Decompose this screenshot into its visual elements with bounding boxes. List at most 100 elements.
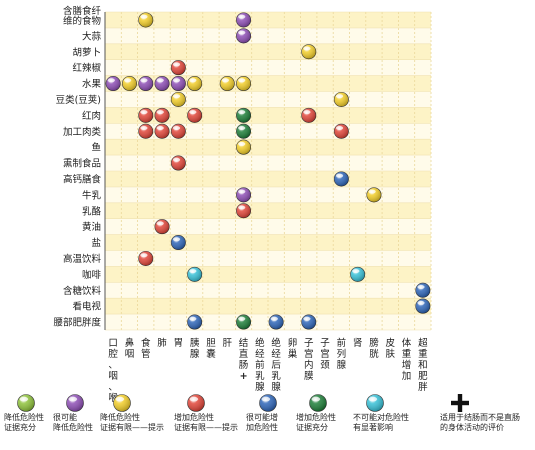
column-label-char: 胆 [206,338,216,349]
grid-row-band [105,91,431,108]
column-label-char: 胖 [418,382,428,393]
grid-row-band [105,75,431,92]
legend-swatch-yellow-gloss [113,394,131,412]
legend-swatch-blue [259,394,277,412]
legend-swatch-cyan-highlight [368,396,378,402]
data-point-red-highlight [140,253,148,258]
column-label-char: 经 [271,348,281,360]
grid-row-band [105,298,431,315]
column-label-char: 子 [320,338,330,349]
column-label-char: 胃 [174,338,184,349]
data-point-darkgreen [236,107,252,123]
grid-row-band [105,139,431,156]
data-point-yellow [236,76,252,92]
column-label-char: 重 [418,348,428,360]
data-point-cyan-highlight [352,269,360,274]
data-point-purple [154,76,170,92]
column-label-char: 体 [402,337,412,349]
grid-row-band [105,107,431,124]
data-point-red-highlight [156,110,164,115]
column-label-char: 后 [271,360,281,371]
grid-row-band [105,12,431,28]
column-label-char: 咽 [108,371,118,382]
legend-label: 不可能对危险性 [353,412,409,422]
grid-row-band [105,266,431,283]
column-label-char: 结 [239,337,249,349]
data-point-red [236,203,252,219]
column-label-char: 子 [304,338,314,349]
data-point-yellow-gloss [236,76,251,91]
column-label-char: 绝 [255,337,265,349]
grid-row-band [105,59,431,76]
row-label: 红辣椒 [72,62,101,74]
data-point-blue-gloss [334,171,349,187]
data-point-red [154,123,170,139]
data-point-red-highlight [172,62,181,67]
data-point-purple-highlight [238,30,246,35]
data-point-yellow-gloss [187,76,202,91]
column-label-char: 胱 [369,349,379,360]
data-point-blue-gloss [301,314,316,330]
data-point-red-highlight [172,125,181,131]
data-point-red [187,107,203,123]
data-point-purple [236,28,252,44]
legend-label: 加危险性 [246,422,278,432]
data-point-red-highlight [172,157,181,162]
column-label-char: 重 [402,348,412,360]
legend-swatch-red [187,394,205,412]
legend-swatch-darkgreen-highlight [311,396,321,402]
data-point-blue [415,298,431,314]
row-label: 含膳食纤 [63,5,102,17]
data-point-purple [236,12,252,28]
legend-label: 有显著影响 [353,422,393,432]
column-label-char: 、 [108,360,118,371]
data-point-red-highlight [335,125,344,131]
data-point-red-highlight [140,125,148,131]
legend-swatch-darkgreen [309,394,327,412]
column-label-char: 、 [108,382,118,393]
data-point-red-gloss [171,60,186,75]
column-label-char: 肠 [239,360,249,371]
data-point-yellow-highlight [221,78,230,83]
column-label-char: 口 [108,338,118,349]
data-point-red-gloss [171,124,186,139]
data-point-purple-highlight [107,78,115,83]
legend-label: 适用于结肠而不是直肠 [440,412,520,422]
data-point-yellow-gloss [138,12,153,28]
data-point-red-gloss [154,219,170,234]
grid-row-band [105,202,431,219]
data-point-red-gloss [334,124,349,139]
data-point-purple-highlight [238,189,246,194]
row-label: 看电视 [72,301,101,313]
legend-swatch-green-gloss [17,394,35,412]
row-label: 红肉 [82,110,101,122]
legend-swatch-darkgreen-gloss [309,394,327,412]
column-label-char: 腺 [255,381,265,393]
grid-row-band [105,314,431,330]
data-point-blue-highlight [172,237,181,242]
column-label-char: 乳 [255,370,265,382]
data-point-red-gloss [154,108,170,123]
data-point-darkgreen-gloss [236,314,251,330]
grid-row-band [105,155,431,171]
row-label: 含糖饮料 [63,285,102,297]
grid-row-band [105,282,431,299]
data-point-blue-highlight [303,316,311,321]
column-label-char: 腺 [190,348,200,360]
data-point-yellow [333,91,349,107]
legend-label: 降低危险性 [100,412,140,422]
data-point-red [301,107,317,123]
data-point-yellow-gloss [220,76,235,91]
grid-row-band [105,43,431,60]
column-label-char: 管 [141,348,151,360]
data-point-darkgreen-gloss [236,124,251,139]
data-point-cyan [187,266,203,282]
data-point-red [138,107,154,123]
column-label-char: 肾 [353,338,363,349]
data-point-cyan-gloss [187,267,202,282]
data-point-blue-gloss [415,283,431,298]
data-point-purple-gloss [171,76,186,91]
